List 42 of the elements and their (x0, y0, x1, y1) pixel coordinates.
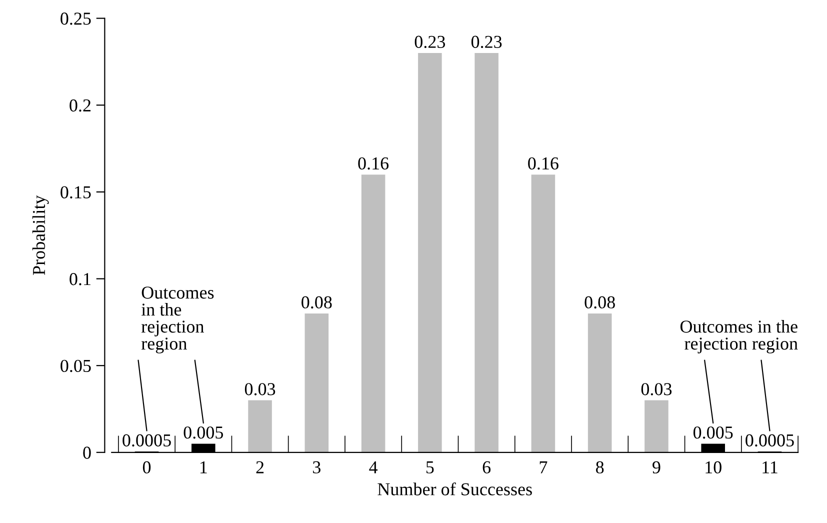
x-tick-label: 4 (369, 461, 378, 474)
bar (248, 400, 272, 452)
data-label: 0.005 (693, 426, 733, 439)
x-tick-label: 1 (200, 461, 207, 474)
x-tick-label: 8 (596, 461, 604, 474)
data-label: 0.0005 (746, 434, 794, 447)
annotation: Outcomes in the rejection region (680, 320, 798, 354)
data-label: 0.16 (358, 157, 389, 170)
y-tick-label: 0.2 (70, 99, 91, 112)
x-tick-label: 6 (482, 461, 491, 474)
x-tick-label: 11 (762, 461, 778, 474)
x-tick-label: 2 (256, 461, 264, 474)
bar (531, 174, 556, 452)
data-label: 0.005 (184, 426, 223, 439)
data-label: 0.03 (244, 383, 276, 396)
bar (418, 53, 442, 452)
x-tick-label: 0 (142, 461, 151, 474)
bar (644, 400, 668, 452)
y-tick-label: 0.25 (60, 12, 91, 25)
y-axis-title: Probability (32, 195, 49, 275)
x-tick-label: 9 (652, 461, 660, 474)
x-tick-label: 10 (706, 461, 722, 474)
bar (588, 313, 612, 452)
data-label: 0.08 (302, 296, 332, 309)
bar (304, 313, 329, 452)
x-tick-label: 7 (540, 461, 548, 474)
data-label: 0.23 (414, 36, 446, 48)
bar (361, 174, 386, 452)
y-tick-label: 0 (83, 446, 91, 459)
x-axis-title: Number of Successes (378, 482, 532, 496)
data-label: 0.23 (471, 36, 502, 48)
annotation: Outcomes in the rejection region (141, 286, 214, 354)
y-tick-label: 0.1 (70, 273, 90, 286)
bar (474, 53, 498, 452)
y-tick-label: 0.05 (60, 360, 91, 372)
data-label: 0.16 (528, 157, 558, 170)
data-label: 0.0005 (122, 434, 171, 447)
data-label: 0.08 (584, 296, 615, 309)
x-tick-label: 3 (313, 461, 320, 474)
x-tick-label: 5 (426, 461, 434, 474)
y-tick-label: 0.15 (60, 186, 91, 198)
data-label: 0.03 (641, 383, 672, 396)
